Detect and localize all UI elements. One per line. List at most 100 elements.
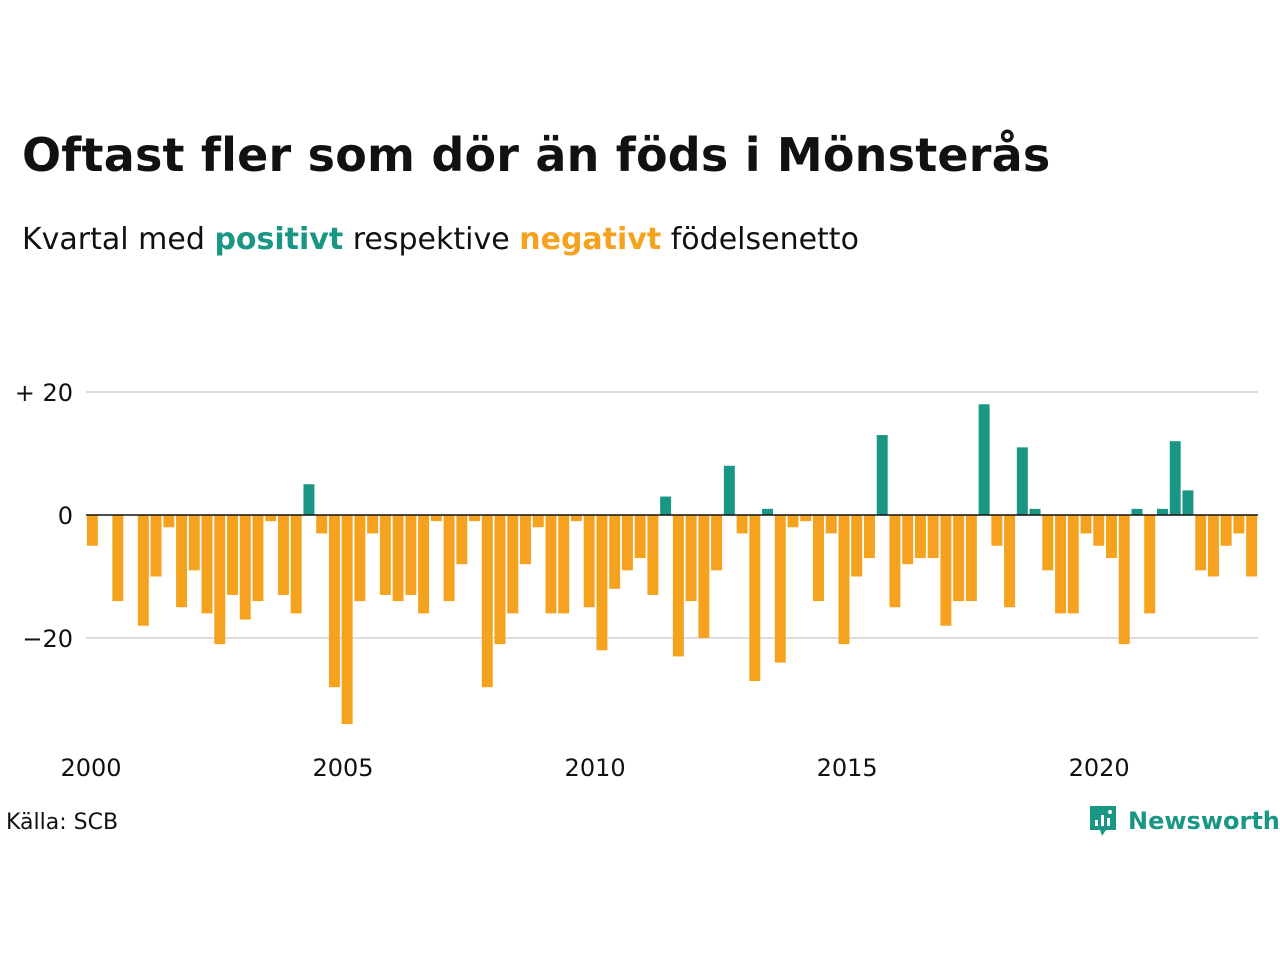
- x-tick-label: 2010: [565, 754, 626, 782]
- bar-negative: [328, 515, 340, 688]
- bar-negative: [1118, 515, 1130, 645]
- x-tick-label: 2005: [313, 754, 374, 782]
- bar-negative: [188, 515, 200, 571]
- bar-negative: [558, 515, 570, 614]
- bar-negative: [430, 515, 442, 522]
- bar-negative: [825, 515, 837, 534]
- bar-negative: [354, 515, 366, 602]
- bar-negative: [698, 515, 710, 638]
- bar-negative: [137, 515, 149, 626]
- bar-positive: [1029, 508, 1041, 515]
- bar-negative: [507, 515, 519, 614]
- bar-positive: [660, 496, 672, 515]
- bar-negative: [774, 515, 786, 663]
- bar-positive: [1156, 508, 1168, 515]
- bar-positive: [1169, 441, 1181, 515]
- subtitle-positive-word: positivt: [214, 222, 344, 257]
- bar-negative: [596, 515, 608, 651]
- bar-negative: [1233, 515, 1245, 534]
- bar-negative: [609, 515, 621, 589]
- bar-negative: [583, 515, 595, 608]
- bar-negative: [265, 515, 277, 522]
- bar-negative: [112, 515, 124, 602]
- bar-negative: [953, 515, 965, 602]
- bar-negative: [532, 515, 544, 528]
- bar-negative: [367, 515, 379, 534]
- bar-negative: [392, 515, 404, 602]
- bar-negative: [1042, 515, 1054, 571]
- x-tick-label: 2015: [817, 754, 878, 782]
- newsworthy-brand: Newsworthy: [1088, 804, 1280, 838]
- gridlines: [86, 391, 1258, 639]
- subtitle-intro: Kvartal med: [22, 222, 205, 257]
- bar-negative: [1067, 515, 1079, 614]
- brand-name: Newsworthy: [1128, 807, 1280, 835]
- bar-negative: [239, 515, 251, 620]
- bar-negative: [851, 515, 863, 577]
- newsworthy-logo-icon: [1090, 806, 1116, 836]
- source-label: Källa: SCB: [6, 810, 119, 835]
- bar-negative: [813, 515, 824, 602]
- x-tick-label: 2000: [60, 754, 121, 782]
- bar-negative: [520, 515, 531, 565]
- bar-positive: [1182, 490, 1194, 515]
- bar-negative: [443, 515, 455, 602]
- bar-negative: [252, 515, 264, 602]
- bars: [86, 404, 1258, 725]
- bar-negative: [1055, 515, 1067, 614]
- bar-negative: [1106, 515, 1117, 559]
- subtitle-middle: respektive: [352, 222, 510, 257]
- bar-negative: [1220, 515, 1232, 546]
- bar-negative: [201, 515, 213, 614]
- bar-negative: [290, 515, 302, 614]
- bar-negative: [86, 515, 98, 546]
- subtitle-negative-word: negativt: [519, 222, 662, 257]
- bar-positive: [1131, 508, 1143, 515]
- bar-negative: [927, 515, 939, 559]
- bar-negative: [1207, 515, 1219, 577]
- bar-negative: [621, 515, 633, 571]
- subtitle-outro: födelsenetto: [670, 222, 859, 257]
- bar-negative: [1004, 515, 1016, 608]
- bar-negative: [418, 515, 430, 614]
- bar-negative: [965, 515, 977, 602]
- axes: + 20 0 −20 2000 2005 2010 2015 2020: [15, 379, 1258, 782]
- bar-negative: [214, 515, 226, 645]
- bar-negative: [647, 515, 659, 595]
- bar-negative: [902, 515, 914, 565]
- chart-title: Oftast fler som dör än föds i Mönsterås: [22, 128, 1051, 182]
- bar-negative: [163, 515, 175, 528]
- bar-positive: [303, 484, 315, 515]
- bar-negative: [481, 515, 493, 688]
- bar-negative: [685, 515, 697, 602]
- chart-subtitle: Kvartal med positivt respektive negativt…: [22, 222, 859, 257]
- y-tick-label: −20: [22, 625, 73, 653]
- bar-positive: [1016, 447, 1028, 515]
- bar-negative: [991, 515, 1003, 546]
- x-tick-label: 2020: [1069, 754, 1130, 782]
- bar-negative: [711, 515, 723, 571]
- bar-negative: [316, 515, 328, 534]
- y-tick-label: + 20: [15, 379, 73, 407]
- bar-negative: [379, 515, 391, 595]
- bar-negative: [456, 515, 468, 565]
- bar-negative: [545, 515, 557, 614]
- bar-negative: [787, 515, 799, 528]
- bar-negative: [494, 515, 506, 645]
- bar-negative: [1093, 515, 1105, 546]
- bar-negative: [672, 515, 684, 657]
- bar-negative: [1246, 515, 1258, 577]
- y-tick-label: 0: [58, 502, 73, 530]
- bar-negative: [889, 515, 901, 608]
- bar-negative: [914, 515, 926, 559]
- bar-negative: [634, 515, 646, 559]
- bar-negative: [405, 515, 417, 595]
- bar-negative: [800, 515, 812, 522]
- bar-negative: [1080, 515, 1092, 534]
- bar-negative: [940, 515, 952, 626]
- bar-negative: [1195, 515, 1207, 571]
- bar-negative: [227, 515, 238, 595]
- bar-negative: [570, 515, 582, 522]
- bar-negative: [863, 515, 875, 559]
